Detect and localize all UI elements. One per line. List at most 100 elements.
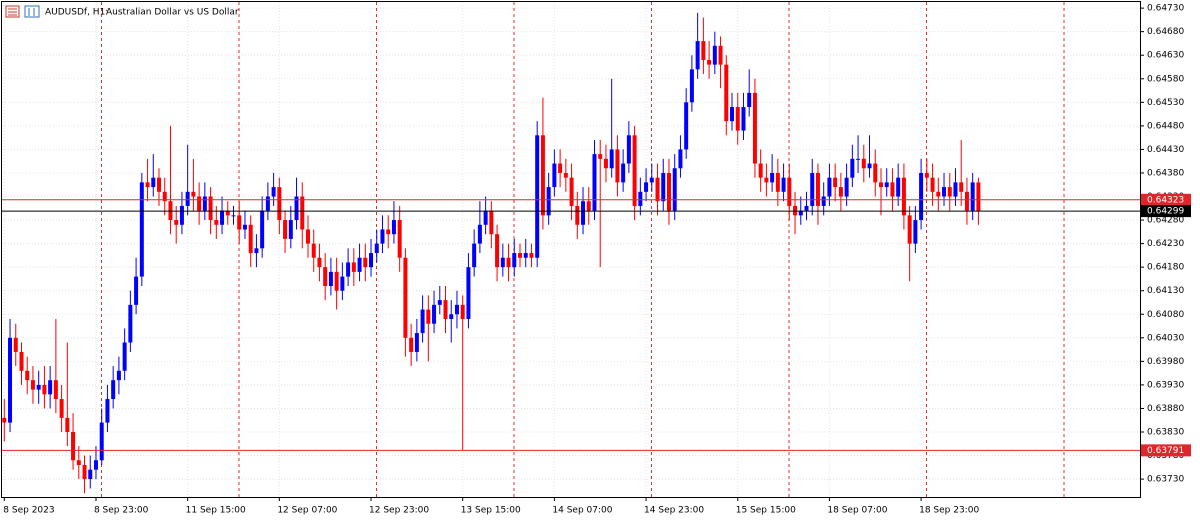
candle-body (265, 196, 270, 211)
candle-body (970, 182, 975, 211)
candle-body (363, 257, 368, 268)
candle-body (523, 253, 528, 258)
candle-body (460, 304, 465, 319)
y-tick-label: 0.63980 (1147, 357, 1184, 367)
y-tick-label: 0.64280 (1147, 216, 1184, 226)
icon (24, 5, 40, 18)
candle-body (351, 262, 356, 272)
candle-body (815, 172, 820, 206)
candle-body (8, 337, 13, 423)
candle-body (500, 257, 505, 268)
candle-body (328, 271, 333, 287)
candle-body (369, 253, 374, 268)
candle-body (472, 243, 477, 268)
candle-body (896, 177, 901, 197)
candle-body (787, 177, 792, 206)
y-tick-label: 0.64080 (1147, 310, 1184, 320)
overlay: 0.64730 0.64680 0.64630 0.64580 0.64530 0.644… (2, 4, 1191, 516)
candle-body (99, 422, 104, 461)
candle-body (323, 267, 328, 287)
candle-body (638, 191, 643, 206)
candle-body (518, 253, 522, 258)
y-tick-label: 0.63830 (1147, 428, 1184, 438)
candle-body (678, 149, 683, 169)
candle-body (489, 210, 494, 235)
candle-body (695, 41, 700, 70)
candle-body (976, 182, 981, 212)
candle-body (346, 262, 351, 277)
candle-body (454, 304, 459, 315)
candle-body (833, 177, 838, 188)
candle-body (93, 460, 98, 470)
candle-body (134, 276, 139, 305)
candle-body (775, 172, 780, 192)
candle-body (157, 177, 162, 192)
candle-body (128, 304, 133, 343)
y-tick-label: 0.64180 (1147, 263, 1184, 273)
candle-body (483, 210, 488, 225)
y-tick-label: 0.63880 (1147, 404, 1184, 414)
candle-body (145, 182, 150, 188)
candle-body (649, 177, 654, 183)
candle-body (666, 172, 671, 211)
candle-body (701, 41, 706, 60)
y-tick-label: 0.64630 (1147, 51, 1184, 61)
candle-body (689, 69, 694, 103)
x-tick-label: 18 Sep 23:00 (919, 506, 979, 516)
x-tick-label: 15 Sep 15:00 (736, 506, 796, 516)
candle-body (867, 163, 872, 169)
price-label-box (1141, 205, 1191, 218)
x-tick-label: 8 Sep 2023 (3, 506, 54, 516)
candle-body (260, 210, 265, 249)
candle-body (798, 210, 803, 216)
candle-body (294, 196, 299, 221)
candle-body (59, 399, 64, 418)
x-tick-label: 11 Sep 15:00 (186, 506, 246, 516)
candle-body (231, 215, 236, 217)
y-tick-label: 0.64230 (1147, 239, 1184, 249)
candle-body (552, 163, 557, 188)
candle-body (558, 163, 563, 173)
candle-body (512, 253, 517, 268)
candle-body (82, 464, 87, 480)
candle-body (752, 92, 757, 164)
y-tick-label: 0.64130 (1147, 286, 1184, 296)
candle-body (598, 154, 603, 159)
y-tick-label: 0.64680 (1147, 27, 1184, 37)
y-tick-label: 0.64530 (1147, 98, 1184, 108)
y-tick-label: 0.64730 (1147, 4, 1184, 14)
candle-body (65, 417, 70, 433)
x-tick-label: 12 Sep 07:00 (277, 506, 337, 516)
candle-body (563, 172, 568, 178)
candle-body (730, 107, 735, 122)
candle-body (139, 182, 144, 277)
price-label: 0.64299 (1147, 207, 1184, 217)
price-label-box (1141, 193, 1191, 206)
candle-body (25, 370, 30, 381)
candle-body (626, 135, 631, 164)
candle-body (735, 107, 740, 131)
price-label: 0.63791 (1147, 446, 1184, 456)
candle-body (810, 172, 815, 206)
candle-body (770, 172, 775, 183)
candle-body (655, 177, 660, 202)
candle-body (936, 191, 941, 197)
candle-body (575, 205, 580, 225)
candle-body (42, 384, 47, 395)
candle-body (357, 257, 362, 272)
candle-body (403, 257, 408, 338)
candle-body (380, 229, 385, 244)
candle-body (942, 187, 947, 197)
candle-body (718, 45, 723, 65)
candle-body (724, 64, 729, 122)
candle-body (88, 469, 93, 480)
candle-body (919, 172, 924, 221)
candle-body (374, 243, 379, 254)
candle-body (632, 135, 637, 206)
candle-body (420, 309, 425, 334)
candle-body (873, 163, 878, 183)
candle-body (856, 158, 861, 160)
candle-body (495, 234, 500, 268)
candle-body (386, 229, 391, 235)
